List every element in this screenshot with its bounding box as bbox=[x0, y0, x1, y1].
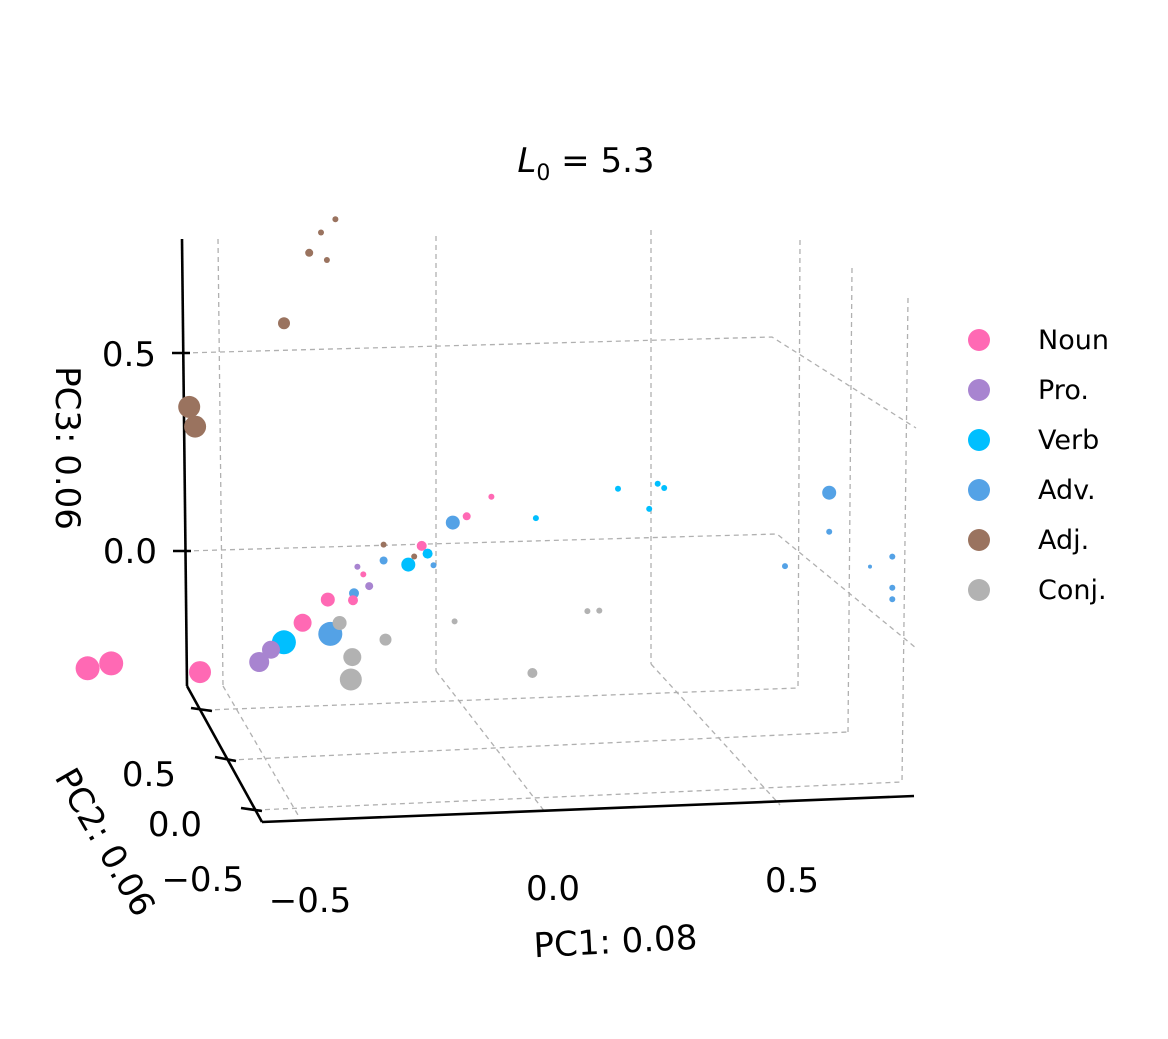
point-noun bbox=[488, 493, 495, 500]
grid-x-0.0 bbox=[435, 670, 546, 813]
point-adj bbox=[184, 415, 207, 438]
grid-y-0.0 bbox=[229, 731, 849, 761]
point-noun bbox=[293, 613, 312, 632]
legend-label: Adj. bbox=[1038, 525, 1089, 556]
legend-marker bbox=[968, 429, 990, 451]
point-conj bbox=[596, 607, 603, 614]
point-noun bbox=[462, 512, 471, 521]
point-pro bbox=[365, 582, 374, 591]
grid-x-0.5 bbox=[650, 663, 781, 806]
legend-label: Noun bbox=[1038, 325, 1109, 356]
legend: Noun Pro. Verb Adv. Adj. Conj. bbox=[968, 325, 1109, 606]
y-axis-line bbox=[185, 685, 264, 823]
y-tick-label: −0.5 bbox=[161, 860, 244, 900]
y-tick-label: 0.5 bbox=[122, 755, 176, 795]
y-tick-mark bbox=[214, 755, 237, 763]
point-noun bbox=[99, 651, 124, 676]
legend-label: Adv. bbox=[1038, 475, 1096, 506]
x-axis-line bbox=[261, 794, 915, 824]
data-points bbox=[75, 216, 896, 691]
z-tick-label: 0.5 bbox=[102, 335, 156, 375]
grid-y-0.5 bbox=[255, 781, 903, 811]
point-adj bbox=[305, 248, 314, 257]
point-verb bbox=[654, 480, 661, 487]
point-noun bbox=[416, 540, 427, 551]
pane-vertical-line bbox=[217, 238, 224, 687]
pane-vertical-line bbox=[797, 239, 801, 689]
y-tick-mark bbox=[240, 806, 263, 813]
point-pro bbox=[354, 563, 361, 570]
legend-marker bbox=[968, 529, 990, 551]
x-tick-label: 0.0 bbox=[526, 869, 580, 909]
legend-marker bbox=[968, 579, 990, 601]
point-verb bbox=[401, 557, 416, 572]
pane-vertical-line bbox=[901, 297, 909, 783]
point-adv bbox=[782, 563, 788, 570]
point-adj bbox=[332, 216, 339, 223]
grid-z-0.0 bbox=[184, 533, 917, 649]
point-adv bbox=[889, 584, 896, 591]
point-conj bbox=[527, 668, 538, 678]
point-adv bbox=[868, 564, 872, 569]
x-axis-label: PC1: 0.08 bbox=[533, 918, 699, 967]
z-axis-label: PC3: 0.06 bbox=[47, 366, 87, 530]
point-conj bbox=[332, 616, 347, 630]
grid-x-neg-0.5 bbox=[222, 685, 299, 816]
point-adj bbox=[318, 229, 324, 236]
point-adv bbox=[889, 596, 896, 603]
point-verb bbox=[422, 548, 433, 559]
point-verb bbox=[661, 485, 668, 491]
legend-marker bbox=[968, 379, 990, 401]
legend-label: Pro. bbox=[1038, 375, 1089, 406]
point-adv bbox=[379, 556, 388, 565]
x-tick-label: −0.5 bbox=[269, 881, 352, 921]
legend-label: Verb bbox=[1038, 425, 1099, 456]
point-conj bbox=[339, 668, 362, 691]
legend-marker bbox=[968, 329, 990, 351]
grid-lines bbox=[183, 230, 917, 816]
axis-labels: PC1: 0.08 PC2: 0.06 PC3: 0.06 bbox=[46, 366, 698, 966]
legend-label: Conj. bbox=[1038, 575, 1107, 606]
point-noun bbox=[360, 571, 367, 578]
point-adv bbox=[822, 485, 837, 500]
point-conj bbox=[343, 648, 362, 667]
grid-y-neg-0.5 bbox=[205, 687, 799, 711]
point-verb bbox=[646, 505, 653, 512]
z-axis-line bbox=[180, 238, 189, 687]
point-conj bbox=[584, 608, 591, 615]
point-conj bbox=[379, 633, 392, 646]
point-noun bbox=[189, 661, 211, 684]
point-adj bbox=[380, 541, 387, 548]
point-noun bbox=[320, 592, 335, 607]
grid-z-0.5 bbox=[183, 336, 917, 429]
point-verb bbox=[615, 485, 621, 492]
legend-marker bbox=[968, 479, 990, 501]
y-tick-mark bbox=[190, 706, 213, 713]
pane-vertical-line bbox=[847, 267, 853, 733]
z-tick-label: 0.0 bbox=[103, 532, 157, 572]
chart-title: L0 = 5.3 bbox=[517, 141, 654, 186]
point-adv bbox=[430, 562, 437, 569]
point-adj bbox=[411, 553, 418, 560]
point-conj bbox=[451, 618, 458, 625]
point-adv bbox=[445, 515, 460, 530]
point-adv bbox=[889, 553, 896, 560]
axes bbox=[172, 238, 915, 824]
point-verb bbox=[532, 515, 539, 522]
point-pro bbox=[249, 652, 270, 672]
point-adj bbox=[278, 317, 290, 330]
y-tick-label: 0.0 bbox=[148, 805, 202, 845]
point-noun bbox=[348, 595, 358, 606]
x-tick-label: 0.5 bbox=[765, 861, 819, 901]
point-adv bbox=[826, 528, 833, 535]
point-adj bbox=[323, 257, 330, 263]
point-adj bbox=[178, 395, 201, 418]
point-noun bbox=[75, 656, 100, 681]
point-pro bbox=[262, 640, 280, 659]
tick-labels: 0.5 0.0 0.5 0.0 −0.5 −0.5 0.0 0.5 bbox=[102, 335, 819, 921]
